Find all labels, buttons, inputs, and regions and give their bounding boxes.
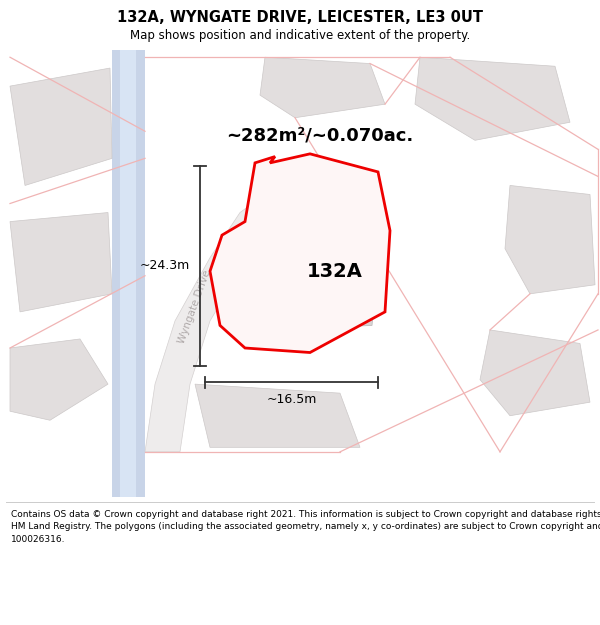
Polygon shape xyxy=(415,58,570,140)
Polygon shape xyxy=(10,339,108,420)
Text: Wyngate Drive: Wyngate Drive xyxy=(177,269,213,346)
Polygon shape xyxy=(210,154,390,352)
Text: Map shows position and indicative extent of the property.: Map shows position and indicative extent… xyxy=(130,29,470,42)
Polygon shape xyxy=(248,174,378,330)
Text: ~24.3m: ~24.3m xyxy=(140,259,190,272)
Polygon shape xyxy=(480,330,590,416)
Polygon shape xyxy=(145,190,310,452)
Polygon shape xyxy=(10,68,112,186)
Text: ~16.5m: ~16.5m xyxy=(266,393,317,406)
Polygon shape xyxy=(195,384,360,448)
Polygon shape xyxy=(505,186,595,294)
Bar xyxy=(120,50,136,497)
Text: 132A: 132A xyxy=(307,262,363,281)
Polygon shape xyxy=(260,58,385,118)
Bar xyxy=(112,50,145,497)
Text: ~282m²/~0.070ac.: ~282m²/~0.070ac. xyxy=(226,127,413,145)
Polygon shape xyxy=(265,190,310,208)
Text: Contains OS data © Crown copyright and database right 2021. This information is : Contains OS data © Crown copyright and d… xyxy=(11,510,600,544)
Text: 132A, WYNGATE DRIVE, LEICESTER, LE3 0UT: 132A, WYNGATE DRIVE, LEICESTER, LE3 0UT xyxy=(117,10,483,25)
Polygon shape xyxy=(10,213,112,312)
